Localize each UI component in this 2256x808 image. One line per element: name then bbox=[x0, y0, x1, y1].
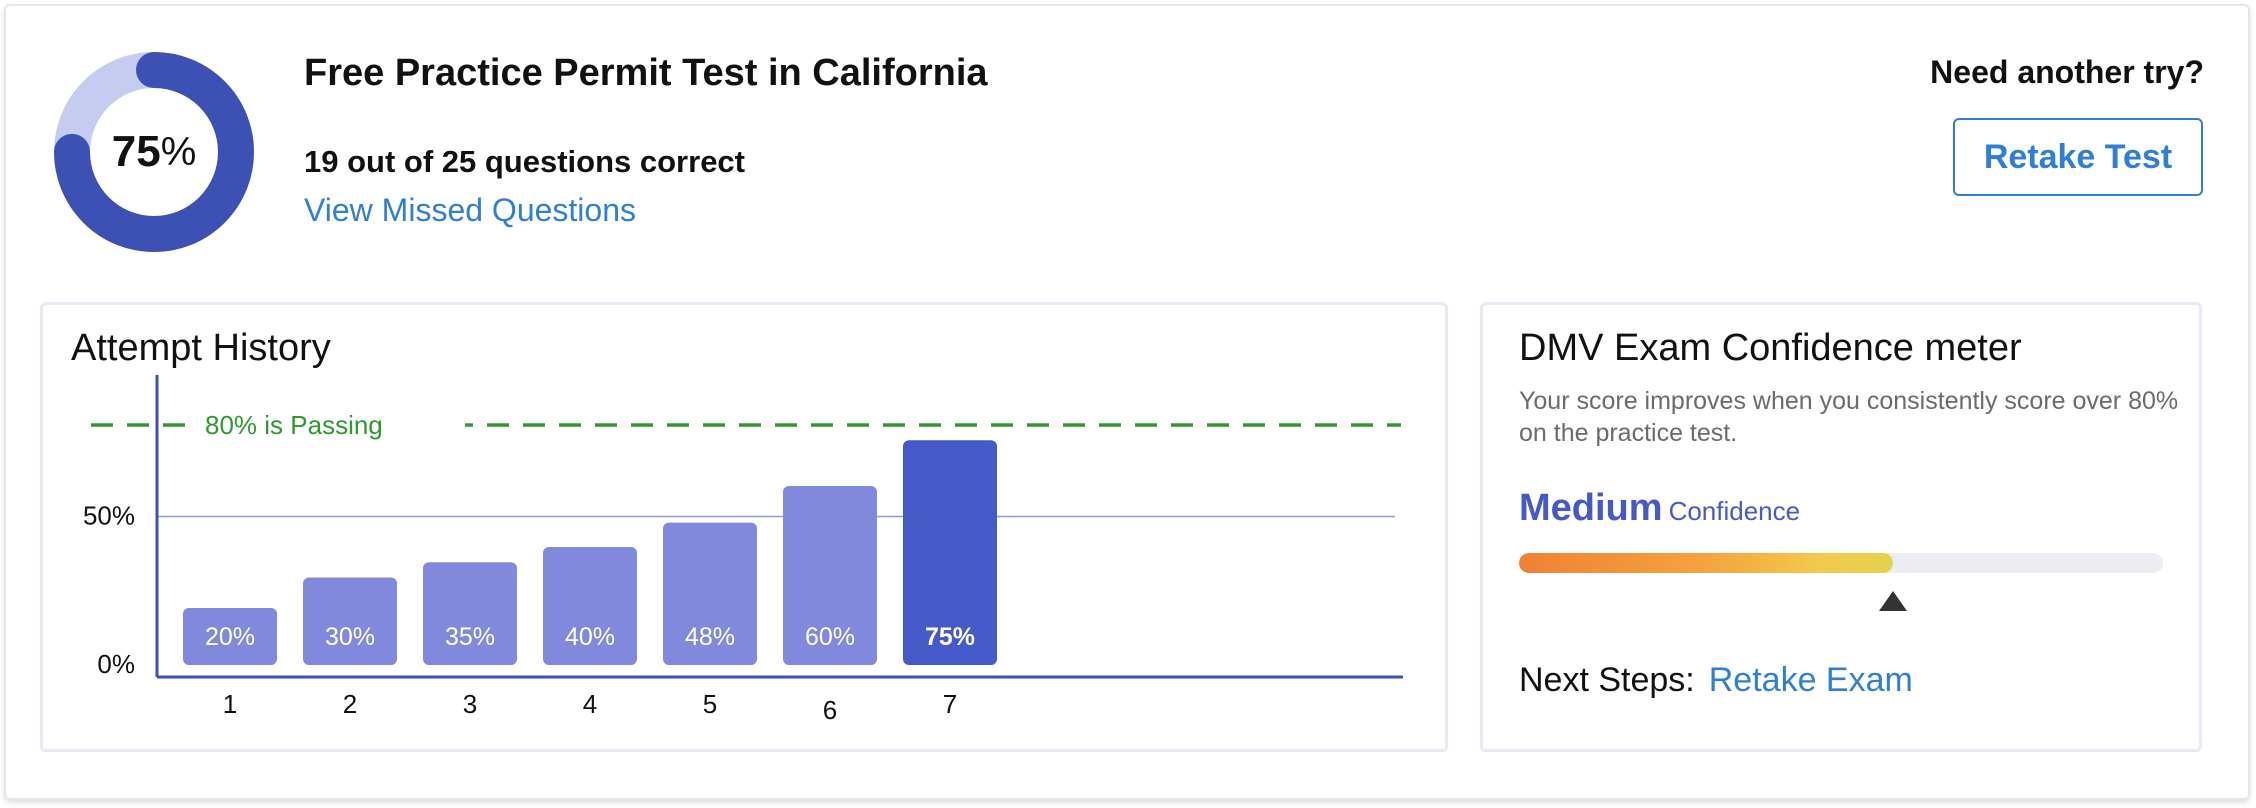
confidence-title: DMV Exam Confidence meter bbox=[1519, 327, 2022, 369]
x-tick-label: 7 bbox=[943, 689, 957, 719]
confidence-description: Your score improves when you consistentl… bbox=[1519, 387, 2179, 447]
meter-pointer-icon bbox=[1878, 591, 1907, 611]
x-tick-label: 4 bbox=[583, 689, 597, 719]
retake-exam-link[interactable]: Retake Exam bbox=[1708, 661, 1913, 699]
attempt-history-chart: 0% 50% 80% is Passing 20% 1 30% 2 35% 3 40% 4 48% 5 6… bbox=[83, 375, 1403, 725]
x-tick-label: 2 bbox=[343, 689, 357, 719]
donut-score-arc bbox=[54, 52, 254, 252]
result-summary: 19 out of 25 questions correct bbox=[304, 144, 745, 179]
attempt-bar-3 bbox=[423, 562, 517, 665]
attempt-history-title: Attempt History bbox=[71, 327, 331, 369]
attempt-history-panel: Attempt History 0% 50% 80% is Passing 20% 1 3… bbox=[40, 302, 1448, 752]
attempt-bar-1 bbox=[183, 608, 277, 665]
x-tick-label: 5 bbox=[703, 689, 717, 719]
y-tick-label: 50% bbox=[83, 501, 135, 531]
attempt-bar-2 bbox=[303, 577, 397, 665]
confidence-meter-panel: DMV Exam Confidence meter Your score imp… bbox=[1480, 302, 2202, 752]
next-steps-label: Next Steps: bbox=[1519, 661, 1695, 699]
confidence-meter-track bbox=[1519, 553, 2163, 573]
retake-test-button[interactable]: Retake Test bbox=[1953, 118, 2203, 196]
passing-label-background bbox=[195, 407, 465, 443]
confidence-meter-fill bbox=[1519, 553, 1893, 573]
attempt-bar-value-label: 30% bbox=[325, 623, 375, 651]
view-missed-questions-link[interactable]: View Missed Questions bbox=[304, 192, 636, 228]
y-tick-label: 0% bbox=[97, 649, 135, 679]
test-title: Free Practice Permit Test in California bbox=[304, 52, 988, 94]
attempt-bar-6 bbox=[783, 486, 877, 665]
attempt-bar-value-label: 20% bbox=[205, 623, 255, 651]
attempt-bar-4 bbox=[543, 547, 637, 665]
next-steps: Next Steps: Retake Exam bbox=[1519, 661, 1913, 700]
score-value: 75 bbox=[111, 127, 161, 176]
attempt-bar-value-label: 35% bbox=[445, 623, 495, 651]
x-tick-label: 6 bbox=[823, 695, 837, 725]
attempt-bar-value-label: 40% bbox=[565, 623, 615, 651]
score-percent-sign: % bbox=[160, 129, 197, 174]
confidence-level-suffix: Confidence bbox=[1668, 496, 1801, 526]
confidence-level-value: Medium bbox=[1519, 487, 1663, 529]
confidence-level: Medium Confidence bbox=[1519, 487, 1800, 530]
score-donut-chart bbox=[54, 52, 254, 252]
attempt-bar-value-label: 48% bbox=[685, 623, 735, 651]
passing-threshold-label: 80% is Passing bbox=[205, 410, 383, 440]
attempt-bar-value-label: 60% bbox=[805, 623, 855, 651]
attempt-bar-7 bbox=[903, 440, 997, 665]
x-tick-label: 3 bbox=[463, 689, 477, 719]
retry-prompt: Need another try? bbox=[1930, 54, 2204, 90]
attempt-bar-value-label: 75% bbox=[925, 623, 975, 651]
attempt-bar-5 bbox=[663, 522, 757, 665]
score-percentage: 75% bbox=[52, 50, 256, 254]
x-tick-label: 1 bbox=[223, 689, 237, 719]
